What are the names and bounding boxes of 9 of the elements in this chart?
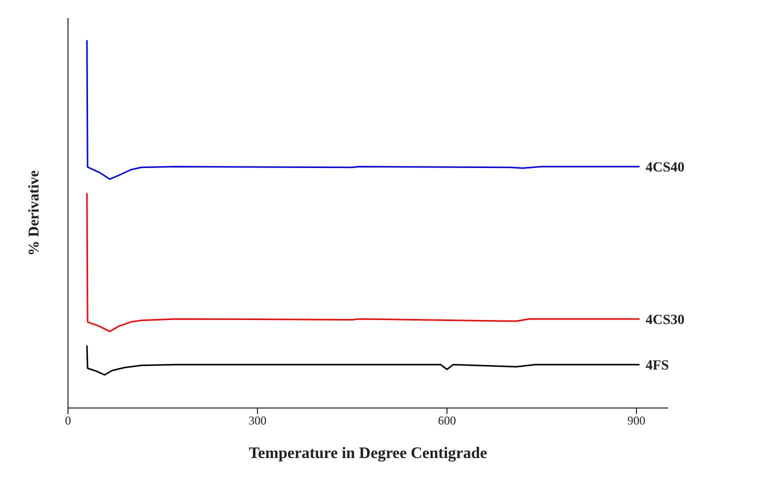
x-axis-title: Temperature in Degree Centigrade <box>248 445 488 462</box>
x-tick-label: 600 <box>438 414 456 428</box>
y-axis-title: % Derivative <box>26 170 42 256</box>
series-label: 4CS40 <box>646 160 684 176</box>
x-tick-label: 300 <box>248 414 266 428</box>
x-tick-label: 0 <box>65 414 71 428</box>
series-label: 4FS <box>646 358 670 374</box>
x-tick-label: 900 <box>627 414 646 428</box>
series-label: 4CS30 <box>646 312 684 328</box>
